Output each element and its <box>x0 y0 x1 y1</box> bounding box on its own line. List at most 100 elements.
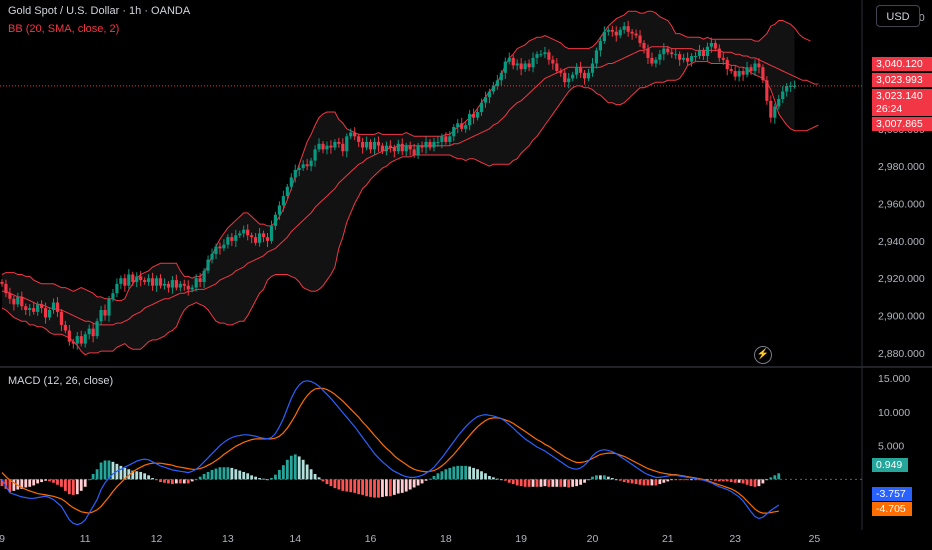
lightning-icon[interactable]: ⚡ <box>754 346 772 364</box>
candle <box>353 127 357 141</box>
candle <box>666 45 670 56</box>
last-price-tag: 3,023.140 <box>872 89 932 103</box>
candle <box>333 139 337 151</box>
candle <box>424 136 428 154</box>
candle-body <box>725 59 729 70</box>
candle <box>238 230 242 239</box>
candle-body <box>250 235 254 238</box>
signal-line <box>1 387 779 514</box>
histogram-bar <box>444 469 448 480</box>
candle <box>67 325 71 346</box>
histogram-bar <box>424 479 428 481</box>
candle <box>226 234 230 249</box>
candle <box>737 68 741 82</box>
histogram-bar <box>428 478 432 480</box>
candle <box>150 272 155 291</box>
histogram-bar <box>206 471 210 480</box>
candle <box>452 124 456 142</box>
candle <box>222 239 226 252</box>
price-axis-label: 2,940.000 <box>878 236 925 248</box>
histogram-bar <box>127 469 131 480</box>
candle <box>483 91 488 108</box>
candle-body <box>753 63 757 71</box>
candle-body <box>468 113 472 126</box>
histogram-bar <box>448 467 452 480</box>
candle <box>91 323 95 343</box>
candle <box>705 42 710 62</box>
candle-body <box>91 328 95 337</box>
bb-upper-tag: 3,040.120 <box>872 57 932 71</box>
candle-body <box>491 85 496 92</box>
candle-body <box>682 57 686 60</box>
histogram-bar <box>385 479 388 497</box>
histogram-bar <box>194 479 198 481</box>
histogram-bar <box>119 465 123 480</box>
candle-body <box>127 274 131 286</box>
candle <box>713 40 717 52</box>
candle-body <box>757 63 761 68</box>
candle <box>174 274 178 291</box>
time-axis-label: 23 <box>729 533 741 545</box>
candle <box>689 53 694 67</box>
candle-body <box>507 57 511 62</box>
histogram-bar <box>440 471 444 480</box>
candle <box>630 28 634 40</box>
candle <box>626 20 630 37</box>
candle <box>289 173 293 191</box>
histogram-bar <box>218 467 222 480</box>
candle <box>697 45 702 59</box>
histogram-bar <box>325 479 329 485</box>
candle-body <box>630 31 634 34</box>
bb-lower-line <box>1 61 819 356</box>
candle <box>8 287 12 304</box>
candle <box>440 133 444 149</box>
candle <box>618 27 622 39</box>
time-axis-label: 19 <box>515 533 527 545</box>
candle <box>678 51 682 66</box>
candle-body <box>594 50 599 64</box>
symbol-title[interactable]: Gold Spot / U.S. Dollar · 1h · OANDA <box>8 5 191 17</box>
candle-body <box>8 293 12 299</box>
macd-indicator-label[interactable]: MACD (12, 26, close) <box>8 375 114 387</box>
candle-body <box>531 57 535 68</box>
histogram-bar <box>595 475 598 480</box>
candle-body <box>618 29 622 36</box>
candle-body <box>214 246 218 254</box>
histogram-bar <box>202 473 206 480</box>
candle <box>75 332 79 350</box>
histogram-bar <box>717 479 721 482</box>
candle <box>230 233 234 246</box>
histogram-bar <box>369 479 372 497</box>
candle <box>154 275 159 292</box>
candle-body <box>693 56 698 58</box>
candle-body <box>317 143 321 150</box>
histogram-bar <box>139 471 143 480</box>
histogram-bar <box>274 474 277 480</box>
candle <box>131 271 135 286</box>
histogram-bar <box>250 475 254 480</box>
candle <box>543 46 547 59</box>
histogram-bar <box>270 478 273 480</box>
histogram-bar <box>725 479 729 482</box>
candle-body <box>24 306 28 310</box>
candle-body <box>515 63 519 66</box>
candle-body <box>614 31 618 36</box>
currency-button[interactable]: USD <box>876 5 920 27</box>
histogram-bar <box>492 477 495 480</box>
histogram-bar <box>278 469 281 480</box>
candle <box>246 224 250 241</box>
candle-body <box>452 126 456 137</box>
candle-body <box>269 225 274 241</box>
candle <box>329 140 333 154</box>
candle-body <box>277 205 282 215</box>
candle-body <box>210 253 214 260</box>
histogram-bar <box>262 478 265 480</box>
candle-body <box>575 67 579 75</box>
candle-body <box>578 67 583 73</box>
histogram-bar <box>686 479 690 481</box>
candle <box>396 139 400 155</box>
histogram-bar <box>258 478 261 480</box>
bb-indicator-label[interactable]: BB (20, SMA, close, 2) <box>8 23 120 35</box>
candle-body <box>487 91 492 98</box>
